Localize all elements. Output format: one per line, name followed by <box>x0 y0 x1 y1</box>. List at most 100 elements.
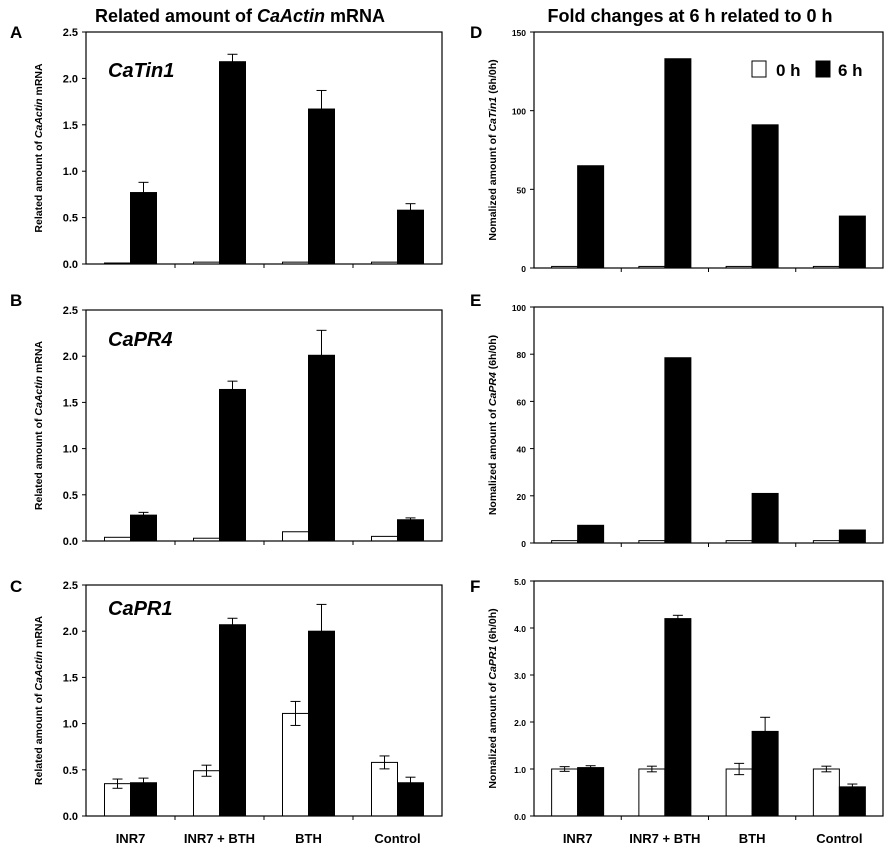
bar-e-6h-1 <box>577 524 605 544</box>
plot-frame-e <box>533 306 884 544</box>
y-tick-label-c: 0.5 <box>63 765 78 777</box>
left-column-header: Related amount of CaActin mRNA <box>95 6 385 26</box>
y-tick-label-f: 4.0 <box>514 624 526 634</box>
bar-f-0h-2 <box>638 768 666 817</box>
legend-swatch-0h <box>751 60 767 78</box>
y-tick-label-d: 0 <box>521 264 526 274</box>
y-tick-label-a: 0.0 <box>63 259 78 271</box>
legend-label-0h: 0 h <box>776 61 801 80</box>
bar-b-6h-4 <box>397 519 424 542</box>
bar-a-6h-3 <box>308 108 335 265</box>
category-label-c-4: Control <box>374 831 420 846</box>
gene-label-a: CaTin1 <box>108 60 174 82</box>
bar-e-6h-2 <box>664 357 692 544</box>
y-tick-label-d: 50 <box>517 185 527 195</box>
panel-letter-c: C <box>10 577 22 596</box>
bar-a-6h-2 <box>219 61 246 265</box>
category-label-f-1: INR7 <box>563 831 593 846</box>
y-tick-label-b: 1.0 <box>63 444 78 456</box>
bar-c-6h-1 <box>130 782 157 817</box>
bar-c-0h-4 <box>371 761 398 817</box>
y-axis-label-d: Nomalized amount of CaTin1 (6h/0h) <box>487 59 499 240</box>
y-tick-label-e: 0 <box>521 539 526 549</box>
bar-f-6h-2 <box>664 618 692 817</box>
y-tick-label-c: 2.5 <box>63 580 78 592</box>
panel-d: D 0 50 100 150 Nomalized amount of CaTin1 (6h… <box>470 23 884 274</box>
plot-frame-c <box>85 584 443 817</box>
bar-f-0h-1 <box>551 768 579 817</box>
y-axis-label-c: Related amount of CaActin mRNA <box>33 615 45 785</box>
y-tick-label-e: 40 <box>517 445 527 455</box>
panel-a: A CaTin1 0.0 0.5 1.0 1.5 2.0 2.5 Related amount … <box>10 23 443 271</box>
bar-b-0h-3 <box>282 531 309 542</box>
panel-c: C CaPR1 0.0 0.5 1.0 1.5 2.0 2.5 Related amount o… <box>10 577 443 846</box>
panel-letter-d: D <box>470 23 482 42</box>
y-axis-label-a: Related amount of CaActin mRNA <box>33 63 45 233</box>
panel-f: F 0.0 1.0 2.0 3.0 4.0 5.0 Nomalized amount of C… <box>470 577 884 846</box>
y-tick-label-b: 2.0 <box>63 351 78 363</box>
plot-frame-f <box>533 580 884 817</box>
y-tick-label-b: 0.0 <box>63 536 78 548</box>
bar-a-6h-4 <box>397 209 424 265</box>
y-tick-label-a: 0.5 <box>63 213 78 225</box>
y-tick-label-f: 2.0 <box>514 718 526 728</box>
bar-b-6h-3 <box>308 354 335 542</box>
y-tick-label-b: 1.5 <box>63 397 78 409</box>
category-label-f-3: BTH <box>739 831 766 846</box>
y-tick-label-b: 0.5 <box>63 490 78 502</box>
category-label-f-2: INR7 + BTH <box>629 831 700 846</box>
panel-letter-f: F <box>470 577 480 596</box>
y-tick-label-a: 1.0 <box>63 166 78 178</box>
y-axis-label-e: Nomalized amount of CaPR4 (6h/0h) <box>487 335 499 515</box>
panel-letter-b: B <box>10 291 22 310</box>
bar-f-6h-1 <box>577 767 605 817</box>
panel-b: B CaPR4 0.0 0.5 1.0 1.5 2.0 2.5 Related amount o… <box>10 291 443 548</box>
bar-f-0h-3 <box>725 768 753 817</box>
y-tick-label-e: 60 <box>517 397 527 407</box>
y-tick-label-b: 2.5 <box>63 305 78 317</box>
bar-a-6h-1 <box>130 192 157 265</box>
panel-letter-a: A <box>10 23 22 42</box>
bar-f-0h-4 <box>812 768 840 817</box>
y-axis-label-b: Related amount of CaActin mRNA <box>33 340 45 510</box>
y-tick-label-e: 100 <box>512 303 526 313</box>
y-tick-label-c: 1.0 <box>63 719 78 731</box>
y-tick-label-c: 1.5 <box>63 672 78 684</box>
y-tick-label-d: 100 <box>512 107 526 117</box>
bar-c-0h-3 <box>282 712 309 817</box>
y-tick-label-f: 0.0 <box>514 812 526 822</box>
y-tick-label-e: 80 <box>517 350 527 360</box>
gene-label-c: CaPR1 <box>108 598 172 620</box>
legend-label-6h: 6 h <box>838 61 863 80</box>
bar-c-0h-2 <box>193 770 220 817</box>
bar-b-6h-2 <box>219 388 246 542</box>
right-column-header: Fold changes at 6 h related to 0 h <box>547 6 832 26</box>
category-label-f-4: Control <box>816 831 862 846</box>
y-tick-label-c: 2.0 <box>63 626 78 638</box>
legend: 0 h 6 h <box>751 60 863 80</box>
panel-e: E 0 20 40 60 80 100 Nomalized amount of CaPR4 (… <box>470 291 884 549</box>
y-tick-label-c: 0.0 <box>63 811 78 823</box>
bar-d-6h-1 <box>577 165 605 269</box>
y-tick-label-f: 1.0 <box>514 765 526 775</box>
category-label-c-1: INR7 <box>116 831 146 846</box>
bar-c-6h-2 <box>219 624 246 817</box>
bar-e-6h-3 <box>751 492 779 544</box>
category-label-c-2: INR7 + BTH <box>184 831 255 846</box>
bar-b-0h-4 <box>371 535 398 542</box>
bar-b-6h-1 <box>130 514 157 542</box>
y-axis-label-f: Nomalized amount of CaPR1 (6h/0h) <box>487 608 499 788</box>
bar-d-6h-3 <box>751 124 779 269</box>
bar-f-6h-4 <box>838 786 866 817</box>
plot-frame-a <box>85 31 443 265</box>
y-tick-label-a: 1.5 <box>63 120 78 132</box>
y-tick-label-d: 150 <box>512 28 526 38</box>
y-tick-label-e: 20 <box>517 492 527 502</box>
y-tick-label-a: 2.0 <box>63 73 78 85</box>
y-tick-label-f: 3.0 <box>514 671 526 681</box>
bar-e-6h-4 <box>838 529 866 544</box>
legend-swatch-6h <box>815 60 831 78</box>
plot-frame-b <box>85 309 443 542</box>
bar-c-6h-3 <box>308 630 335 817</box>
